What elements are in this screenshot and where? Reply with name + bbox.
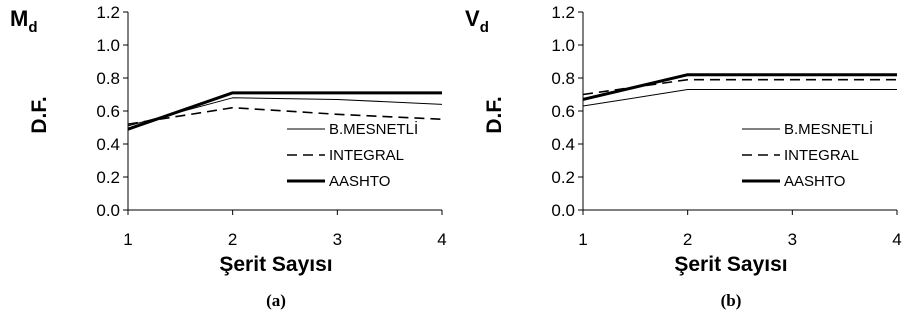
panel-caption: (a) [266,291,286,310]
legend-label: AASHTO [784,173,845,190]
x-tick-label: 1 [123,230,132,249]
y-tick-label: 0.8 [96,69,120,88]
y-tick-label: 0.6 [96,102,120,121]
corner-label-sub: d [480,19,489,36]
chart-a: Md 0.0 0.2 0.4 0.6 0.8 1.0 1.2 1 2 3 4 D.F. Şerit Say… [10,3,447,310]
x-tick-label: 3 [788,230,797,249]
legend-label: B.MESNETLİ [329,120,418,138]
y-tick-label: 0.4 [551,135,575,154]
y-axis-label: D.F. [483,96,506,133]
x-tick-label: 1 [578,230,587,249]
series-line-dashed [127,106,443,125]
corner-label-sub: d [28,19,37,36]
x-axis-label: Şerit Sayısı [674,253,787,276]
x-tick-label: 4 [892,230,901,249]
series-line-thin [582,89,897,107]
y-tick-label: 1.0 [551,36,575,55]
y-tick-label: 0.0 [551,201,575,220]
series-line-thick [582,73,897,101]
y-tick-label: 1.2 [551,3,575,22]
x-axis-label: Şerit Sayısı [219,253,332,276]
y-tick-label: 0.0 [96,201,120,220]
legend-label: AASHTO [329,173,390,190]
panel-caption: (b) [721,291,742,310]
series-line-thick [127,91,442,131]
x-tick-label: 4 [437,230,446,249]
legend-label: INTEGRAL [784,147,859,164]
x-tick-label: 3 [333,230,342,249]
y-tick-label: 1.2 [96,3,120,22]
y-tick-label: 0.4 [96,135,120,154]
corner-label-main: V [465,6,480,31]
legend-label: INTEGRAL [329,147,404,164]
x-tick-label: 2 [228,230,237,249]
y-tick-label: 0.2 [551,168,575,187]
y-tick-label: 0.8 [551,69,575,88]
y-tick-label: 1.0 [96,36,120,55]
corner-label: Md [10,6,38,36]
x-tick-label: 2 [683,230,692,249]
y-axis-label: D.F. [28,96,51,133]
corner-label: Vd [465,6,489,36]
corner-label-main: M [10,6,28,31]
legend-label: B.MESNETLİ [784,120,873,138]
y-tick-label: 0.6 [551,102,575,121]
chart-b: Vd 0.0 0.2 0.4 0.6 0.8 1.0 1.2 1 2 3 4 D.F. Şerit Say… [465,3,902,310]
y-tick-label: 0.2 [96,168,120,187]
